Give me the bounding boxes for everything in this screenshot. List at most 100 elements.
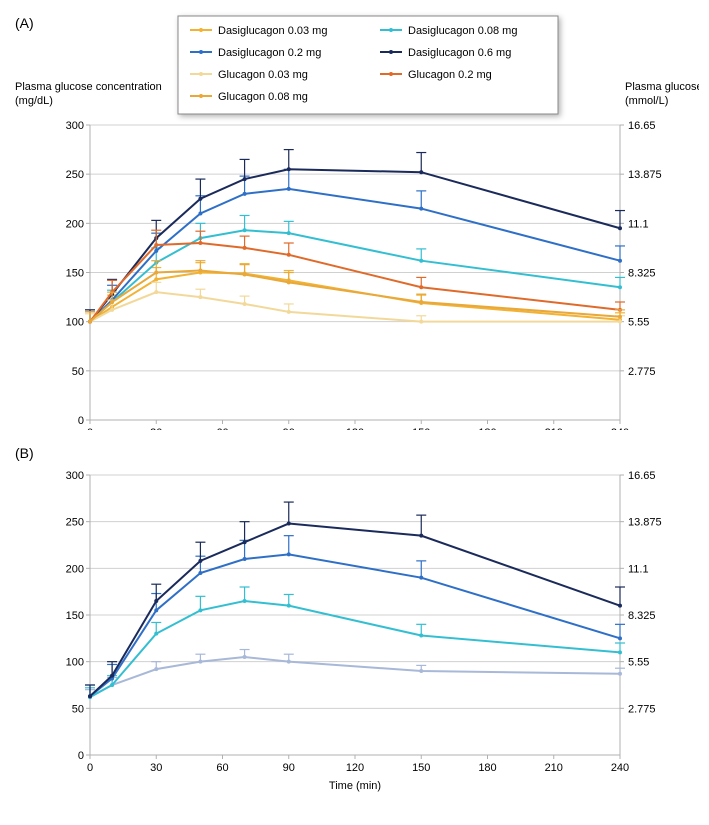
panel-label: (A) bbox=[15, 15, 34, 31]
series-marker bbox=[198, 269, 202, 273]
series-marker bbox=[287, 522, 291, 526]
series-marker bbox=[287, 280, 291, 284]
series-line bbox=[90, 292, 620, 322]
y-right-title: (mmol/L) bbox=[625, 95, 668, 107]
series-marker bbox=[154, 608, 158, 612]
series-marker bbox=[419, 534, 423, 538]
series-marker bbox=[419, 634, 423, 638]
series-marker bbox=[243, 599, 247, 603]
series-marker bbox=[287, 231, 291, 235]
series-marker bbox=[618, 320, 622, 324]
series-marker bbox=[154, 290, 158, 294]
y-right-tick: 5.55 bbox=[628, 317, 649, 329]
series-marker bbox=[287, 187, 291, 191]
y-right-tick: 5.55 bbox=[628, 657, 649, 669]
series-marker bbox=[154, 599, 158, 603]
series-marker bbox=[243, 246, 247, 250]
series-marker bbox=[198, 608, 202, 612]
y-right-tick: 13.875 bbox=[628, 517, 662, 529]
series-marker bbox=[618, 672, 622, 676]
series-marker bbox=[154, 271, 158, 275]
series-marker bbox=[419, 669, 423, 673]
y-left-tick: 100 bbox=[66, 317, 84, 329]
legend-label: Glucagon 0.2 mg bbox=[408, 69, 492, 81]
y-left-tick: 0 bbox=[78, 750, 84, 762]
series-marker bbox=[618, 285, 622, 289]
legend-label: Dasiglucagon 0.2 mg bbox=[218, 47, 321, 59]
y-left-title: (mg/dL) bbox=[15, 95, 53, 107]
series-marker bbox=[88, 694, 92, 698]
x-tick: 120 bbox=[346, 427, 364, 430]
series-marker bbox=[243, 272, 247, 276]
x-tick: 210 bbox=[545, 762, 563, 774]
series-marker bbox=[618, 604, 622, 608]
series-marker bbox=[419, 320, 423, 324]
y-left-tick: 100 bbox=[66, 657, 84, 669]
x-tick: 0 bbox=[87, 427, 93, 430]
x-tick: 150 bbox=[412, 762, 430, 774]
series-marker bbox=[419, 259, 423, 263]
y-right-tick: 11.1 bbox=[628, 563, 649, 575]
series-marker bbox=[287, 604, 291, 608]
series-marker bbox=[243, 192, 247, 196]
y-left-tick: 50 bbox=[72, 366, 84, 378]
series-marker bbox=[243, 655, 247, 659]
x-tick: 30 bbox=[150, 762, 162, 774]
series-marker bbox=[243, 557, 247, 561]
series-line bbox=[90, 524, 620, 697]
series-marker bbox=[88, 320, 92, 324]
x-tick: 60 bbox=[216, 762, 228, 774]
series-marker bbox=[154, 277, 158, 281]
y-right-title: Plasma glucose concentration bbox=[625, 81, 699, 93]
series-marker bbox=[110, 674, 114, 678]
x-tick: 90 bbox=[283, 427, 295, 430]
series-marker bbox=[419, 285, 423, 289]
series-marker bbox=[618, 636, 622, 640]
series-line bbox=[90, 273, 620, 322]
series-marker bbox=[198, 295, 202, 299]
y-left-tick: 150 bbox=[66, 610, 84, 622]
y-right-tick: 8.325 bbox=[628, 610, 656, 622]
series-marker bbox=[243, 540, 247, 544]
series-marker bbox=[419, 207, 423, 211]
series-marker bbox=[618, 315, 622, 319]
series-marker bbox=[287, 660, 291, 664]
x-tick: 150 bbox=[412, 427, 430, 430]
series-marker bbox=[287, 167, 291, 171]
series-marker bbox=[110, 300, 114, 304]
legend-label: Glucagon 0.08 mg bbox=[218, 91, 308, 103]
y-right-tick: 13.875 bbox=[628, 169, 662, 181]
series-marker bbox=[198, 660, 202, 664]
y-left-tick: 150 bbox=[66, 268, 84, 280]
series-marker bbox=[198, 212, 202, 216]
series-marker bbox=[243, 177, 247, 181]
series-marker bbox=[110, 683, 114, 687]
y-right-tick: 11.1 bbox=[628, 218, 649, 230]
x-tick: 210 bbox=[545, 427, 563, 430]
y-right-tick: 16.65 bbox=[628, 120, 656, 132]
y-left-tick: 250 bbox=[66, 169, 84, 181]
chart-b-svg: (B)0501001502002503002.7755.558.32511.11… bbox=[10, 440, 699, 800]
legend-label: Glucagon 0.03 mg bbox=[218, 69, 308, 81]
series-line bbox=[90, 169, 620, 321]
x-tick: 0 bbox=[87, 762, 93, 774]
series-marker bbox=[287, 253, 291, 257]
y-right-tick: 16.65 bbox=[628, 470, 656, 482]
x-tick: 180 bbox=[478, 762, 496, 774]
series-marker bbox=[618, 226, 622, 230]
legend-label: Dasiglucagon 0.03 mg bbox=[218, 25, 327, 37]
series-line bbox=[90, 657, 620, 697]
series-marker bbox=[618, 259, 622, 263]
series-marker bbox=[154, 249, 158, 253]
y-right-tick: 2.775 bbox=[628, 366, 656, 378]
panel-label: (B) bbox=[15, 445, 34, 461]
chart-a-svg: (A)Plasma glucose concentration(mg/dL)Pl… bbox=[10, 10, 699, 430]
y-left-tick: 300 bbox=[66, 120, 84, 132]
y-left-tick: 0 bbox=[78, 415, 84, 427]
series-marker bbox=[154, 243, 158, 247]
panel-a-container: (A)Plasma glucose concentration(mg/dL)Pl… bbox=[10, 10, 699, 430]
series-marker bbox=[198, 197, 202, 201]
x-tick: 60 bbox=[216, 427, 228, 430]
series-marker bbox=[154, 667, 158, 671]
y-right-tick: 8.325 bbox=[628, 268, 656, 280]
